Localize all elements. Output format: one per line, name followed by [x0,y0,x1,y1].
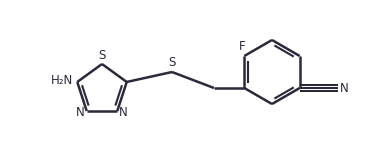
Text: S: S [98,49,106,62]
Text: N: N [76,106,85,119]
Text: S: S [168,56,176,69]
Text: H₂N: H₂N [51,74,73,87]
Text: N: N [119,106,128,119]
Text: N: N [340,82,349,94]
Text: F: F [239,40,246,53]
